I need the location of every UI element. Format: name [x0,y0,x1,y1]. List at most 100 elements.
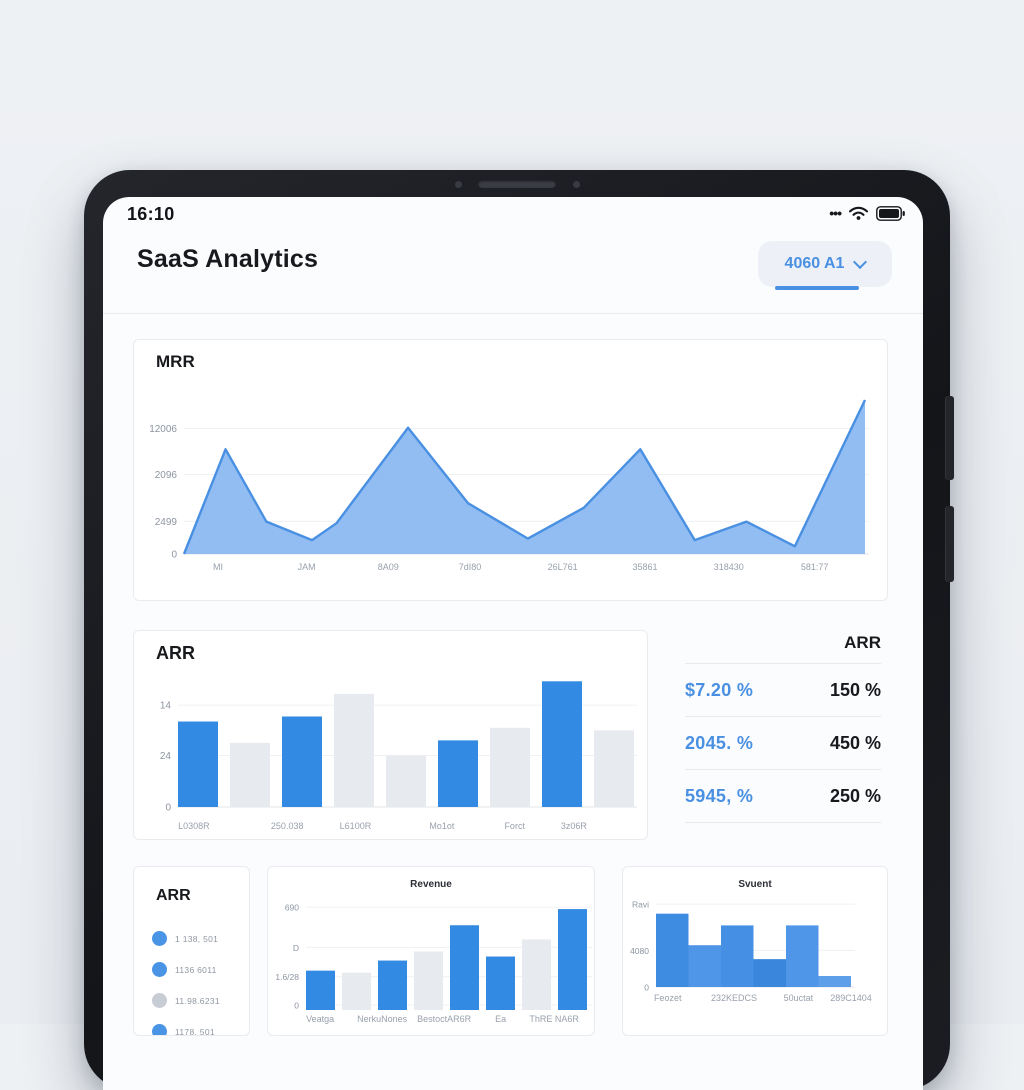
legend-dot [152,1024,167,1035]
x-tick-label: ThRE NA6R [529,1014,579,1024]
y-tick-label: 690 [285,903,299,913]
area-fill [184,400,865,554]
status-time: 16:10 [127,204,175,224]
more-dots-icon: ••• [829,205,842,221]
mrr-card-title: MRR [156,352,195,371]
front-camera-dot [455,181,462,188]
bar [450,925,479,1010]
bar [414,951,443,1010]
y-tick-label: 14 [160,701,172,712]
revenue-bar-chart: 690 D 1.6/28 0 Veatga NerkuNones BestoctAR6R Ea… [275,903,592,1024]
metric-value-left: 2045. % [685,732,754,753]
x-tick-label: L6100R [340,821,372,831]
header-divider [103,313,923,314]
arr-legend-title: ARR [156,887,191,904]
metric-value-left: 5945, % [685,785,754,806]
wifi-icon [848,206,869,220]
arr-legend-card: ARR 1 138, 501 1136 6011 11.98.6231 1178… [133,866,250,1036]
bar [386,755,426,807]
chevron-down-icon [853,254,868,269]
bar [522,939,551,1010]
volume-up-button[interactable] [945,396,954,480]
bar [656,913,689,987]
x-tick-label: 8A09 [378,562,399,572]
y-tick-label: 0 [294,1000,299,1010]
tablet-screen: 16:10 ••• SaaS Analytics 4060 A1 MRR [103,197,923,1090]
y-tick-label: Ravi [632,900,649,910]
bar [342,972,371,1010]
list-item: 1136 6011 [152,954,243,985]
y-tick-label: D [293,943,299,953]
mrr-card: MRR 12006 2096 2499 0 MI JAM 8A09 7dI80 26L761 35… [133,339,888,601]
arr-bar-card: ARR 14 24 0 L0308R 250.038 L6100R Mo1ot Forct 3z… [133,630,648,840]
camera-icon [573,181,580,188]
mrr-area-chart: 12006 2096 2499 0 MI JAM 8A09 7dI80 26L761 35861 3… [149,399,869,572]
legend-dot [152,931,167,946]
bar [786,925,819,987]
bar [721,925,754,987]
date-range-label: 4060 A1 [784,255,845,272]
x-tick-label: MI [213,562,223,572]
x-tick-label: L0308R [178,821,210,831]
tablet-device: 16:10 ••• SaaS Analytics 4060 A1 MRR [84,170,954,1090]
date-range-dropdown[interactable]: 4060 A1 [758,241,892,287]
legend-label: 11.98.6231 [175,995,220,1006]
volume-down-button[interactable] [945,506,954,582]
bar [486,956,515,1010]
legend-label: 1136 6011 [175,964,217,975]
metric-value-left: $7.20 % [685,679,754,700]
bar [542,681,582,807]
revenue-card: Revenue 690 D 1.6/28 0 Veatga NerkuNones Besto… [267,866,595,1036]
x-tick-label: JAM [298,562,316,572]
x-tick-label: BestoctAR6R [417,1014,472,1024]
bar [378,960,407,1010]
status-icons: ••• [829,205,905,221]
page-title: SaaS Analytics [137,245,319,273]
x-tick-label: 35861 [633,562,658,572]
x-tick-label: 318430 [714,562,744,572]
battery-icon [876,205,905,221]
bar [594,730,634,807]
arr-metrics-header: ARR [685,628,881,664]
x-tick-label: Mo1ot [429,821,455,831]
x-tick-label: Ea [495,1014,506,1024]
arr-bar-card-title: ARR [156,643,195,663]
bar [558,909,587,1010]
x-tick-label: 581:77 [801,562,829,572]
bar [178,721,218,807]
x-tick-label: NerkuNones [357,1014,408,1024]
y-tick-label: 24 [160,751,172,762]
metric-value-right: 150 % [829,679,881,700]
x-tick-label: 7dI80 [459,562,482,572]
spent-card: Svuent Ravi 4080 0 Feozet 232KEDCS 50uctat 289… [622,866,888,1036]
table-row: $7.20 % 150 % [685,664,881,717]
y-tick-label: 0 [165,803,171,814]
speaker-grille [478,180,556,188]
bar [438,740,478,807]
metric-value-right: 250 % [829,785,881,806]
arr-metrics-panel: ARR $7.20 % 150 % 2045. % 450 % 5945, % … [685,628,881,823]
x-tick-label: Veatga [306,1014,334,1024]
x-tick-label: 26L761 [548,562,578,572]
bar [230,742,270,807]
spent-histogram-chart: Ravi 4080 0 Feozet 232KEDCS 50uctat 289C1404 [630,900,872,1003]
x-tick-label: 232KEDCS [711,993,757,1003]
date-range-underline [775,286,859,290]
legend-label: 1178, 501 [175,1026,215,1036]
bar [282,716,322,807]
x-tick-label: 250.038 [271,821,304,831]
bar [306,970,335,1010]
legend-label: 1 138, 501 [175,933,219,944]
legend-dot [152,993,167,1008]
bar [818,976,851,987]
list-item: 1 138, 501 [152,923,243,954]
metric-value-right: 450 % [829,732,881,753]
y-tick-label: 2096 [155,470,178,481]
table-row: 2045. % 450 % [685,717,881,770]
bar [688,945,721,987]
legend-dot [152,962,167,977]
y-tick-label: 0 [171,550,177,561]
table-row: 5945, % 250 % [685,770,881,823]
x-tick-label: Forct [504,821,525,831]
y-tick-label: 12006 [149,424,177,435]
